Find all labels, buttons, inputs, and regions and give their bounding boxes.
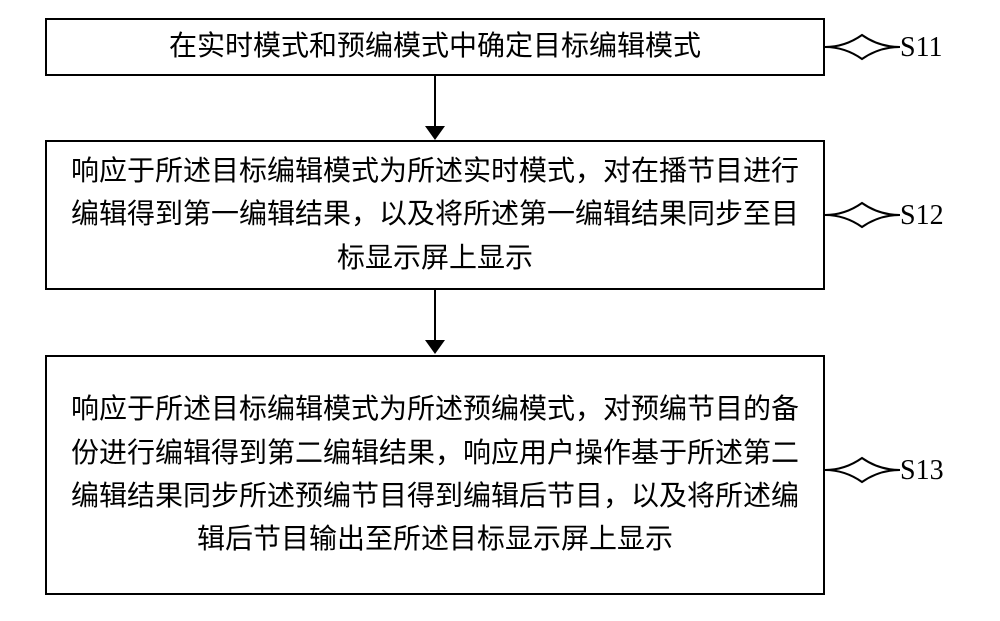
connector-s12	[825, 199, 900, 231]
arrow-s12-s13	[434, 290, 436, 342]
flowchart-node-s11: 在实时模式和预编模式中确定目标编辑模式	[45, 18, 825, 76]
node-label-s13: S13	[900, 455, 944, 487]
node-label-s12: S12	[900, 200, 944, 232]
node-text: 响应于所述目标编辑模式为所述实时模式，对在播节目进行编辑得到第一编辑结果，以及将…	[67, 150, 803, 280]
connector-s13	[825, 454, 900, 486]
flowchart-node-s12: 响应于所述目标编辑模式为所述实时模式，对在播节目进行编辑得到第一编辑结果，以及将…	[45, 140, 825, 290]
node-text: 响应于所述目标编辑模式为所述预编模式，对预编节目的备份进行编辑得到第二编辑结果，…	[67, 388, 803, 562]
arrow-s11-s12	[434, 76, 436, 128]
flowchart-node-s13: 响应于所述目标编辑模式为所述预编模式，对预编节目的备份进行编辑得到第二编辑结果，…	[45, 355, 825, 595]
connector-s11	[825, 31, 900, 63]
node-label-s11: S11	[900, 32, 943, 64]
arrow-head-s11-s12	[425, 126, 445, 140]
flowchart-container: 在实时模式和预编模式中确定目标编辑模式 S11 响应于所述目标编辑模式为所述实时…	[0, 0, 1000, 621]
node-text: 在实时模式和预编模式中确定目标编辑模式	[169, 25, 701, 68]
arrow-head-s12-s13	[425, 340, 445, 354]
